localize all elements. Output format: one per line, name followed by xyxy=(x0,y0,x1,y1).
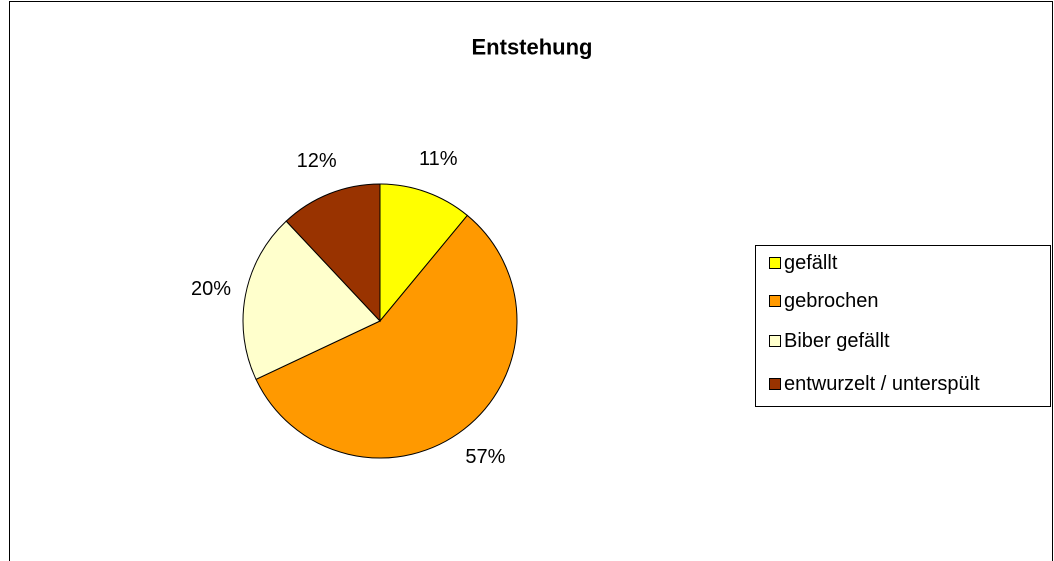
data-label: 57% xyxy=(465,446,505,468)
legend-swatch xyxy=(769,335,781,347)
legend-label: gefällt xyxy=(784,252,838,274)
pie-slice xyxy=(285,183,381,323)
data-label: 12% xyxy=(297,150,337,172)
legend-label: entwurzelt / unterspült xyxy=(784,373,980,395)
data-label: 11% xyxy=(419,148,458,170)
legend-label: Biber gefällt xyxy=(784,330,890,352)
legend-swatch xyxy=(769,257,781,269)
legend-swatch xyxy=(769,295,781,307)
pie-slice xyxy=(255,214,518,459)
pie-slice xyxy=(242,220,381,380)
legend-label: gebrochen xyxy=(784,290,879,312)
legend-box xyxy=(755,245,1051,407)
pie-slice xyxy=(379,183,469,323)
data-label: 20% xyxy=(191,278,231,300)
legend-swatch xyxy=(769,378,781,390)
chart-frame xyxy=(9,1,1053,561)
chart-title: Entstehung xyxy=(472,35,593,60)
